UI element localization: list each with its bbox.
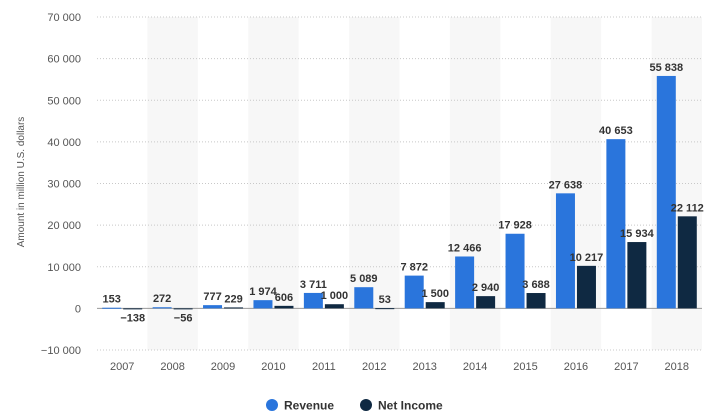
- bar-revenue-2011: [303, 292, 323, 309]
- bar-net-income-2010: [274, 305, 294, 309]
- data-label: 53: [379, 294, 391, 306]
- data-label: 1 500: [421, 288, 449, 300]
- legend-marker-0: [266, 399, 278, 411]
- bar-revenue-2017: [606, 139, 626, 309]
- x-tick-label: 2013: [412, 361, 436, 373]
- y-tick-label: −10 000: [41, 345, 81, 357]
- y-tick-label: 50 000: [47, 95, 81, 107]
- bar-revenue-2012: [354, 287, 374, 309]
- bar-net-income-2007: [123, 308, 143, 310]
- y-tick-label: 60 000: [47, 54, 81, 66]
- x-tick-label: 2010: [261, 361, 285, 373]
- bar-revenue-2010: [253, 300, 273, 309]
- x-tick-label: 2009: [211, 361, 235, 373]
- data-label: 40 653: [599, 125, 633, 137]
- y-tick-label: 0: [75, 303, 81, 315]
- data-label: 27 638: [549, 179, 583, 191]
- x-tick-label: 2017: [614, 361, 638, 373]
- bar-revenue-2015: [505, 233, 525, 309]
- data-label: −56: [174, 312, 193, 324]
- bar-net-income-2013: [425, 302, 445, 309]
- gridlines: [97, 16, 702, 351]
- x-tick-label: 2014: [463, 361, 487, 373]
- bar-revenue-2007: [102, 307, 122, 309]
- legend-label: Net Income: [378, 399, 443, 413]
- data-label: 1 000: [321, 290, 349, 302]
- data-label: 5 089: [350, 273, 378, 285]
- data-label: 22 112: [671, 202, 704, 214]
- data-label: −138: [120, 312, 145, 324]
- bar-net-income-2016: [576, 265, 596, 309]
- bar-net-income-2014: [476, 296, 496, 309]
- data-label: 17 928: [498, 220, 532, 232]
- data-label: 153: [103, 294, 121, 306]
- x-tick-label: 2007: [110, 361, 134, 373]
- legend-marker-1: [360, 399, 372, 411]
- data-label: 7 872: [400, 262, 428, 274]
- y-tick-label: 40 000: [47, 137, 81, 149]
- data-label: 1 974: [249, 286, 277, 298]
- data-label: 10 217: [570, 252, 604, 264]
- data-label: 3 688: [522, 279, 550, 291]
- bar-net-income-2008: [173, 308, 193, 310]
- y-axis-ticks: −10 000 0 10 000 20 000 30 000 40 000 50 000 60…: [41, 12, 81, 357]
- data-label: 777: [203, 291, 221, 303]
- data-label: 12 466: [448, 242, 482, 254]
- y-axis-label: Amount in million U.S. dollars: [16, 117, 27, 248]
- x-tick-label: 2008: [160, 361, 184, 373]
- data-label: 229: [224, 293, 242, 305]
- y-tick-label: 20 000: [47, 220, 81, 232]
- bar-net-income-2009: [224, 307, 244, 309]
- bar-revenue-2016: [555, 193, 575, 309]
- data-label: 606: [275, 292, 293, 304]
- data-label: 55 838: [649, 62, 683, 74]
- y-tick-label: 70 000: [47, 12, 81, 24]
- x-tick-label: 2016: [564, 361, 588, 373]
- x-axis-ticks: 2007 2008 2009 2010 2011 2012 2013 2014 2015 2016…: [110, 361, 689, 373]
- bar-net-income-2018: [677, 216, 697, 309]
- bar-revenue-2008: [152, 307, 172, 309]
- y-tick-label: 10 000: [47, 262, 81, 274]
- data-label: 15 934: [620, 228, 655, 240]
- bar-revenue-2009: [203, 305, 223, 309]
- bar-revenue-2013: [404, 275, 424, 309]
- data-label: 272: [153, 293, 171, 305]
- bar-net-income-2012: [375, 308, 395, 310]
- bar-net-income-2015: [526, 293, 546, 309]
- x-tick-label: 2015: [513, 361, 537, 373]
- bar-revenue-2014: [455, 256, 475, 309]
- x-tick-label: 2012: [362, 361, 386, 373]
- legend: Revenue Net Income: [266, 399, 443, 413]
- x-tick-label: 2011: [312, 361, 336, 373]
- bars: [102, 75, 697, 310]
- bar-net-income-2011: [324, 304, 344, 309]
- data-label: 2 940: [472, 282, 500, 294]
- bar-revenue-2018: [656, 75, 676, 309]
- bar-net-income-2017: [627, 242, 647, 309]
- x-tick-label: 2018: [665, 361, 689, 373]
- data-label: 3 711: [300, 279, 327, 291]
- legend-label: Revenue: [284, 399, 334, 413]
- y-tick-label: 30 000: [47, 179, 81, 191]
